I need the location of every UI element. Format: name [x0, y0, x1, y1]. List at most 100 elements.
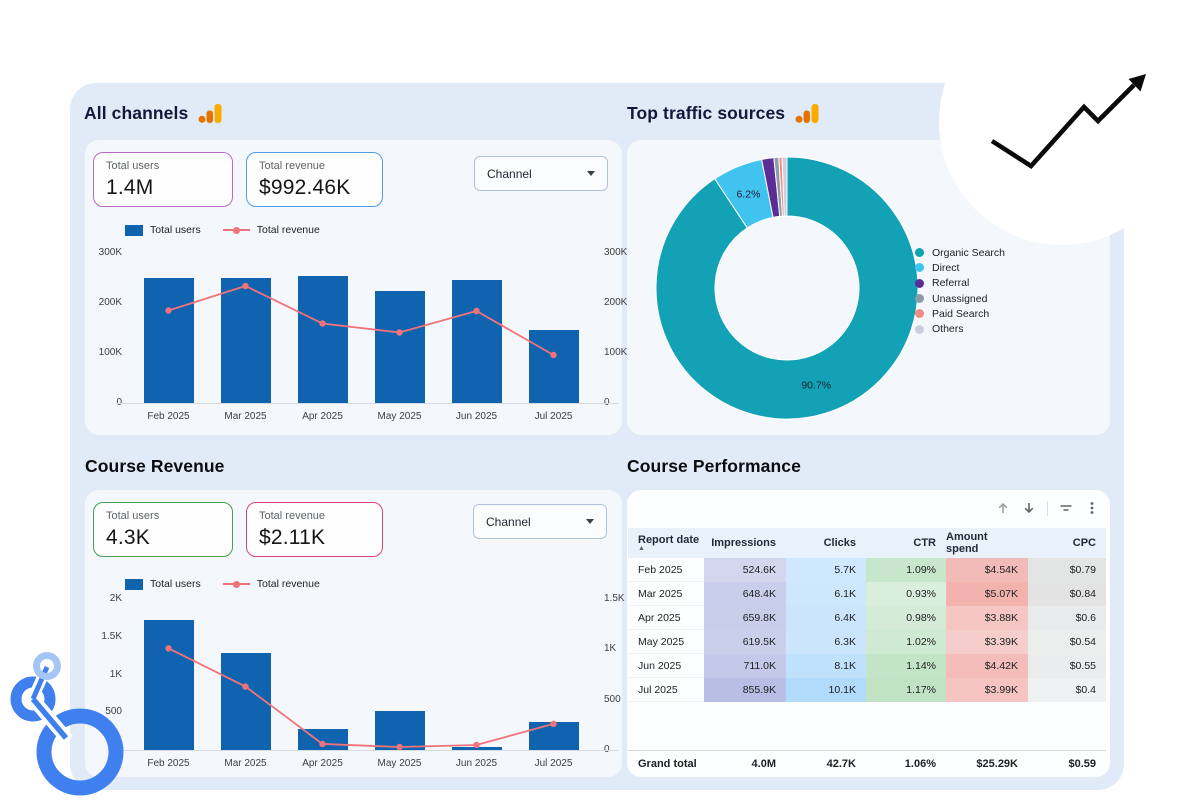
table-cell: Mar 2025 — [628, 582, 704, 606]
legend-item: Paid Search — [915, 306, 1005, 321]
x-axis-label: Feb 2025 — [147, 411, 190, 422]
legend-item: Direct — [915, 260, 1005, 275]
section-title-all-channels: All channels — [84, 103, 224, 124]
bar-total-users[interactable] — [528, 329, 579, 403]
column-header-impressions[interactable]: Impressions — [711, 537, 776, 549]
x-axis-line — [116, 403, 618, 404]
y-axis-tick-left: 100K — [98, 347, 122, 358]
column-header-clicks[interactable]: Clicks — [823, 537, 856, 549]
legend-label: Total users — [150, 224, 201, 236]
y-axis-tick-left: 0 — [74, 744, 122, 755]
bar-total-users[interactable] — [374, 710, 425, 750]
legend-label: Referral — [932, 277, 970, 290]
point-total-revenue[interactable] — [319, 740, 326, 748]
table-cell: 1.17% — [866, 678, 946, 702]
x-axis-label: Jul 2025 — [534, 758, 573, 769]
channel-filter-dropdown[interactable]: Channel — [473, 504, 607, 539]
column-header-cpc[interactable]: CPC — [1072, 537, 1096, 549]
grand-total-cell: Grand total — [638, 758, 697, 770]
table-cell: $3.99K — [946, 678, 1028, 702]
legend-item: Others — [915, 321, 1005, 336]
column-header-amount-spend[interactable]: Amount spend — [946, 531, 988, 555]
bar-total-users[interactable] — [451, 746, 502, 750]
sort-up-icon[interactable] — [995, 500, 1011, 516]
table-row: Feb 2025 524.6K 5.7K 1.09% $4.54K $0.79 — [628, 558, 1106, 582]
point-total-revenue[interactable] — [165, 307, 172, 314]
legend-dot — [915, 309, 924, 319]
x-axis-label: Apr 2025 — [302, 758, 343, 769]
donut-slice-label: 6.2% — [736, 189, 760, 201]
y-axis-tick-left: 1K — [109, 668, 122, 680]
point-total-revenue[interactable] — [165, 645, 172, 652]
point-total-revenue[interactable] — [319, 320, 326, 327]
scorecard-value: 4.3K — [106, 526, 150, 549]
table-cell: 524.6K — [704, 558, 786, 582]
table-row: Mar 2025 648.4K 6.1K 0.93% $5.07K $0.84 — [628, 582, 1106, 606]
table-cell: $3.39K — [946, 630, 1028, 654]
donut-slice-others[interactable] — [781, 156, 788, 217]
table-cell: 0.93% — [866, 582, 946, 606]
scorecard-total-revenue: Total revenue $992.46K — [246, 152, 383, 207]
line-series-overlay — [165, 282, 557, 359]
scorecard-label: Total users — [106, 510, 160, 522]
chevron-down-icon — [587, 171, 595, 176]
course-performance-panel: Report date ▲ Impressions Clicks CTR Amount s… — [627, 490, 1110, 777]
bar-total-users[interactable] — [220, 652, 271, 750]
table-row: Apr 2025 659.8K 6.4K 0.98% $3.88K $0.6 — [628, 606, 1106, 630]
filter-icon[interactable] — [1058, 500, 1074, 516]
traffic-legend: Organic Search Direct Referral Unassigned Pa… — [915, 245, 1005, 337]
column-header-ctr[interactable]: CTR — [913, 537, 936, 549]
chevron-down-icon — [586, 519, 594, 524]
table-cell: 6.3K — [786, 630, 866, 654]
point-total-revenue[interactable] — [396, 743, 403, 751]
bar-total-users[interactable] — [220, 278, 271, 403]
table-cell: $5.07K — [946, 582, 1028, 606]
line-series-overlay — [165, 645, 557, 751]
column-header-report-date[interactable]: Report date ▲ — [638, 534, 700, 552]
legend-label: Total revenue — [256, 224, 320, 236]
x-axis-label: May 2025 — [377, 411, 422, 422]
bar-total-users[interactable] — [143, 620, 194, 750]
point-total-revenue[interactable] — [396, 329, 403, 336]
grand-total-cell: 4.0M — [751, 758, 776, 770]
table-cell: $0.6 — [1028, 606, 1106, 630]
x-axis-line — [116, 750, 618, 751]
point-total-revenue[interactable] — [242, 683, 249, 690]
point-total-revenue[interactable] — [550, 351, 557, 359]
legend-bar-swatch — [125, 224, 143, 236]
all-channels-title-text: All channels — [84, 103, 189, 123]
scorecard-value: $992.46K — [259, 176, 351, 199]
sort-down-icon[interactable] — [1021, 500, 1037, 516]
table-cell: 648.4K — [704, 582, 786, 606]
point-total-revenue[interactable] — [242, 282, 249, 290]
channel-filter-dropdown[interactable]: Channel — [474, 156, 608, 191]
table-cell: $3.88K — [946, 606, 1028, 630]
bar-total-users[interactable] — [374, 291, 425, 403]
table-cell: 855.9K — [704, 678, 786, 702]
legend-label: Paid Search — [932, 307, 990, 320]
x-axis-label: May 2025 — [377, 758, 422, 769]
scorecard-label: Total revenue — [259, 510, 326, 522]
point-total-revenue[interactable] — [550, 720, 557, 728]
sort-ascending-icon: ▲ — [638, 545, 645, 552]
more-vertical-icon[interactable] — [1084, 500, 1100, 516]
bar-total-users[interactable] — [297, 276, 348, 403]
table-cell: $0.79 — [1028, 558, 1106, 582]
traffic-title-text: Top traffic sources — [627, 103, 786, 123]
bar-total-users[interactable] — [143, 278, 194, 403]
google-analytics-icon — [795, 104, 819, 123]
y-axis-tick-left: 300K — [98, 247, 122, 258]
point-total-revenue[interactable] — [473, 307, 480, 315]
line-total-revenue — [168, 285, 554, 356]
bar-total-users[interactable] — [451, 280, 502, 403]
table-cell: Jun 2025 — [628, 654, 704, 678]
legend-line-swatch — [222, 225, 250, 236]
traffic-donut-chart: 90.7% 6.2% — [655, 156, 919, 420]
table-cell: 0.98% — [866, 606, 946, 630]
y-axis-tick-left: 0 — [74, 397, 122, 408]
point-total-revenue[interactable] — [473, 741, 480, 749]
grand-total-row: Grand total 4.0M 42.7K 1.06% $25.29K $0.59 — [628, 750, 1106, 777]
table-cell: $0.4 — [1028, 678, 1106, 702]
